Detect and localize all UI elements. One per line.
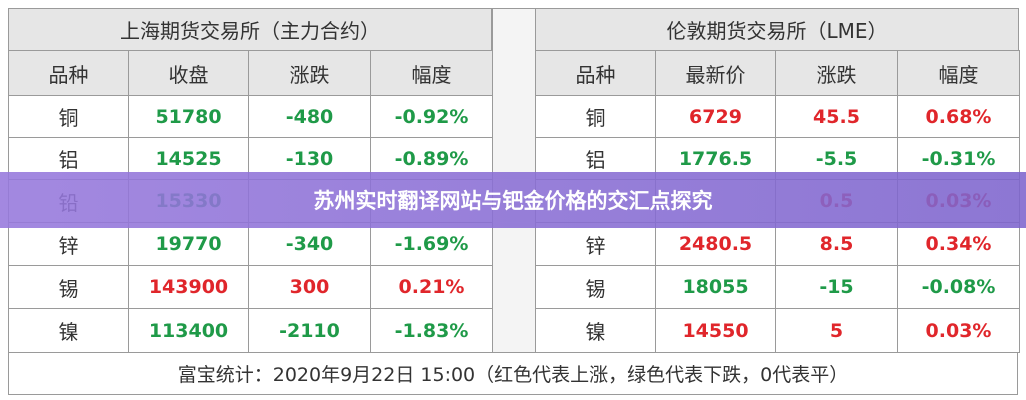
cell-value: 0.03%	[897, 308, 1020, 353]
cell-value: 143900	[128, 265, 249, 309]
metal-name: 镍	[8, 308, 129, 353]
cell-value: 18055	[655, 265, 776, 309]
footer: 富宝统计：2020年9月22日 15:00（红色代表上涨，绿色代表下跌，0代表平…	[8, 352, 1018, 395]
cell-value: 8.5	[775, 222, 898, 266]
column-header: 收盘	[128, 50, 249, 96]
metal-name: 镍	[535, 308, 656, 353]
banner: 苏州实时翻译网站与钯金价格的交汇点探究	[0, 172, 1026, 228]
cell-value: -480	[248, 95, 371, 138]
metal-name: 锌	[8, 222, 129, 266]
cell-value: 0.34%	[897, 222, 1020, 266]
cell-value: 5	[775, 308, 898, 353]
table-title: 上海期货交易所（主力合约）	[8, 8, 492, 51]
cell-value: 113400	[128, 308, 249, 353]
cell-value: 45.5	[775, 95, 898, 138]
cell-value: 0.68%	[897, 95, 1020, 138]
column-header: 幅度	[897, 50, 1020, 96]
cell-value: -0.08%	[897, 265, 1020, 309]
column-header: 品种	[535, 50, 656, 96]
column-header: 品种	[8, 50, 129, 96]
column-header: 涨跌	[248, 50, 371, 96]
cell-value: 300	[248, 265, 371, 309]
cell-value: 0.21%	[370, 265, 493, 309]
metal-name: 铜	[8, 95, 129, 138]
cell-value: 19770	[128, 222, 249, 266]
cell-value: 2480.5	[655, 222, 776, 266]
cell-value: -15	[775, 265, 898, 309]
cell-value: -340	[248, 222, 371, 266]
table-title: 伦敦期货交易所（LME）	[535, 8, 1019, 51]
metal-name: 锡	[535, 265, 656, 309]
cell-value: -1.69%	[370, 222, 493, 266]
cell-value: -1.83%	[370, 308, 493, 353]
column-header: 幅度	[370, 50, 493, 96]
cell-value: -0.92%	[370, 95, 493, 138]
cell-value: 14550	[655, 308, 776, 353]
cell-value: 51780	[128, 95, 249, 138]
cell-value: -2110	[248, 308, 371, 353]
metal-name: 锡	[8, 265, 129, 309]
cell-value: 6729	[655, 95, 776, 138]
metal-name: 铜	[535, 95, 656, 138]
metal-name: 锌	[535, 222, 656, 266]
column-header: 涨跌	[775, 50, 898, 96]
column-header: 最新价	[655, 50, 776, 96]
